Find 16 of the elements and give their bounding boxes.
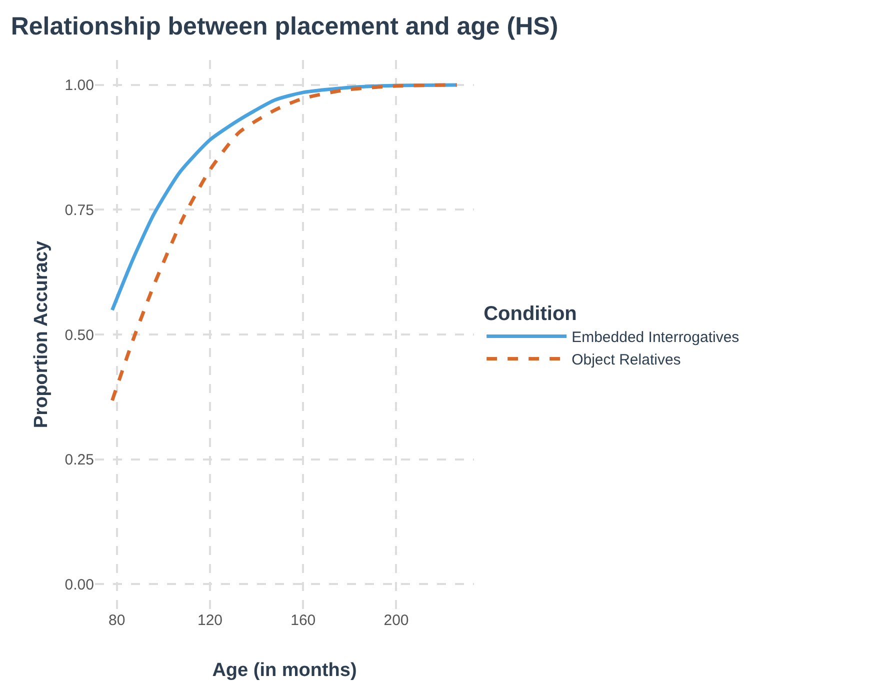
text: Embedded Interrogatives	[572, 329, 740, 346]
x-tick-label: 200	[384, 612, 409, 629]
chart-title: Relationship between placement and age (HS)	[10, 12, 558, 41]
line-series	[110, 83, 459, 402]
y-tick-label: 0.75	[64, 202, 94, 219]
text: Object Relatives	[572, 352, 681, 369]
x-tick-label: 120	[197, 612, 223, 629]
y-tick-label: 0.50	[64, 326, 94, 344]
x-tick-label: 80	[108, 612, 126, 629]
y-axis-title: Proportion Accuracy	[31, 240, 52, 428]
legend-title: Condition	[484, 303, 577, 325]
y-tick-label: 0.00	[64, 576, 94, 594]
y-tick-label: 0.25	[64, 452, 94, 469]
x-tick-label: 160	[290, 612, 316, 629]
y-tick-label: 1.00	[64, 77, 94, 94]
x-axis-title: Age (in months)	[212, 660, 357, 681]
